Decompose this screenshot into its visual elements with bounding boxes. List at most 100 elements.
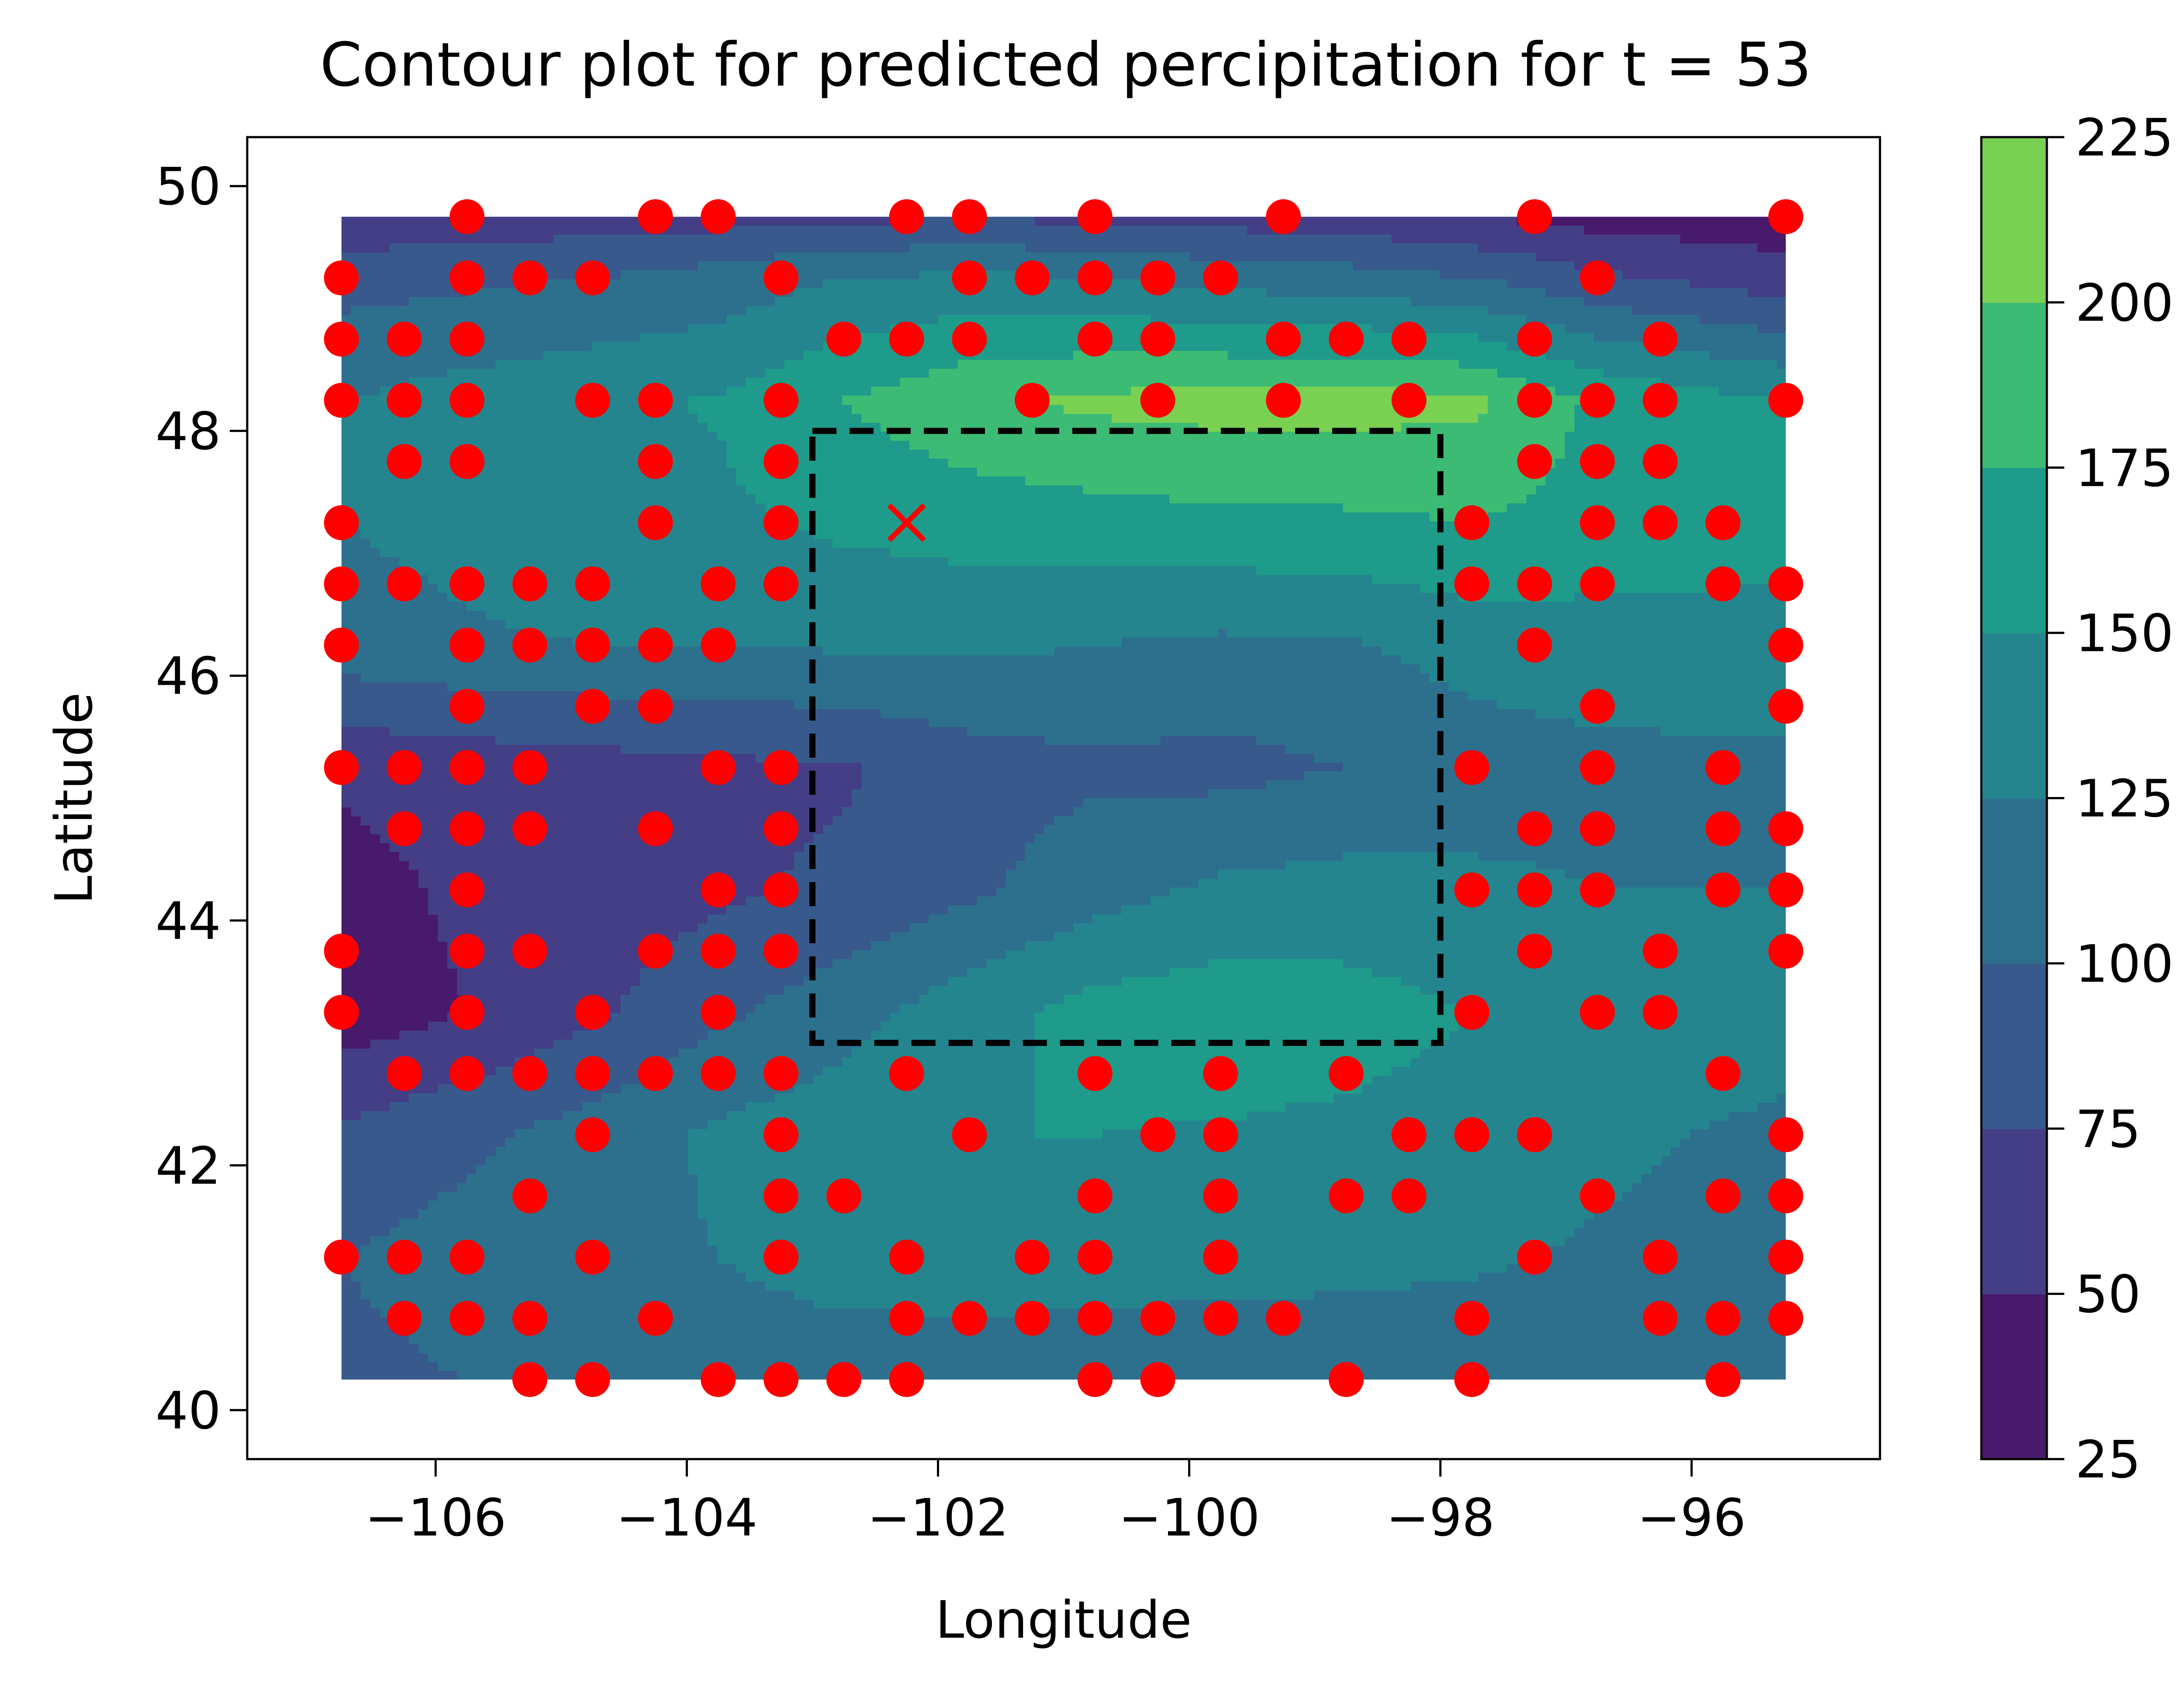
colorbar-tick-label: 75 bbox=[2075, 1099, 2141, 1159]
x-axis-ticks: −106 −104 −102 −100 −98 −96 bbox=[365, 1459, 1746, 1548]
station-point bbox=[764, 872, 799, 908]
station-point bbox=[1642, 505, 1678, 540]
x-tick-label: −96 bbox=[1637, 1487, 1746, 1548]
station-point bbox=[575, 1056, 610, 1091]
station-point bbox=[324, 260, 359, 296]
contour-band-125-150 bbox=[341, 270, 1786, 1318]
station-point bbox=[1077, 260, 1113, 296]
target-marker bbox=[887, 503, 926, 542]
station-point bbox=[1642, 1301, 1678, 1336]
station-point bbox=[1517, 811, 1552, 846]
station-point bbox=[449, 933, 485, 969]
station-point bbox=[387, 566, 422, 602]
station-point bbox=[1266, 199, 1301, 235]
station-point bbox=[449, 628, 485, 663]
colorbar-tick-label: 225 bbox=[2075, 107, 2174, 168]
station-point bbox=[1454, 994, 1489, 1030]
station-point bbox=[1140, 260, 1175, 296]
station-point bbox=[1517, 933, 1552, 969]
station-point bbox=[764, 566, 799, 602]
station-point bbox=[764, 444, 799, 479]
station-point bbox=[449, 383, 485, 418]
x-tick-label: −100 bbox=[1118, 1487, 1260, 1548]
station-point bbox=[512, 811, 547, 846]
colorbar: 25 50 75 100 125 150 175 200 225 bbox=[1980, 107, 2174, 1490]
station-point bbox=[387, 1301, 422, 1336]
station-point bbox=[764, 505, 799, 540]
station-point bbox=[1642, 994, 1678, 1030]
station-point bbox=[889, 321, 924, 357]
station-point bbox=[1328, 1178, 1364, 1214]
station-point bbox=[1580, 811, 1615, 846]
station-point bbox=[1768, 566, 1804, 602]
station-point bbox=[575, 566, 610, 602]
station-point bbox=[1454, 1301, 1489, 1336]
station-point bbox=[1140, 1117, 1175, 1153]
station-point bbox=[764, 933, 799, 969]
station-point bbox=[449, 994, 485, 1030]
station-point bbox=[1266, 383, 1301, 418]
station-point bbox=[1077, 1362, 1113, 1397]
station-point bbox=[1517, 1117, 1552, 1153]
station-point bbox=[575, 260, 610, 296]
colorbar-tick-label: 175 bbox=[2075, 438, 2174, 498]
station-point bbox=[1642, 444, 1678, 479]
x-tick-label: −98 bbox=[1386, 1487, 1495, 1548]
station-point bbox=[387, 811, 422, 846]
station-point bbox=[1517, 566, 1552, 602]
station-point bbox=[1517, 872, 1552, 908]
station-point bbox=[512, 1362, 547, 1397]
station-point bbox=[1203, 1178, 1238, 1214]
station-point bbox=[1077, 199, 1113, 235]
station-point bbox=[764, 260, 799, 296]
y-tick-label: 44 bbox=[156, 891, 221, 951]
station-point bbox=[1768, 199, 1804, 235]
station-point bbox=[1768, 1117, 1804, 1153]
station-point bbox=[701, 933, 736, 969]
station-point bbox=[575, 1117, 610, 1153]
colorbar-band bbox=[1981, 633, 2047, 799]
station-point bbox=[387, 444, 422, 479]
station-point bbox=[449, 444, 485, 479]
station-point bbox=[638, 199, 673, 235]
region-box bbox=[809, 428, 1444, 1046]
x-tick-label: −104 bbox=[616, 1487, 757, 1548]
station-point bbox=[449, 1239, 485, 1275]
station-point bbox=[1517, 383, 1552, 418]
chart-title: Contour plot for predicted percipitation… bbox=[320, 30, 1811, 100]
station-point bbox=[1642, 933, 1678, 969]
station-point bbox=[575, 994, 610, 1030]
station-point bbox=[1391, 383, 1427, 418]
station-point bbox=[1580, 444, 1615, 479]
station-point bbox=[764, 383, 799, 418]
station-point bbox=[1705, 1362, 1741, 1397]
station-point bbox=[1705, 505, 1741, 540]
station-point bbox=[1642, 383, 1678, 418]
station-point bbox=[512, 1301, 547, 1336]
station-point bbox=[764, 1178, 799, 1214]
station-point bbox=[889, 1301, 924, 1336]
station-point bbox=[449, 872, 485, 908]
station-point bbox=[324, 383, 359, 418]
station-point bbox=[1580, 1178, 1615, 1214]
colorbar-bands bbox=[1981, 137, 2047, 1460]
colorbar-band bbox=[1981, 798, 2047, 964]
station-point bbox=[638, 689, 673, 724]
station-point bbox=[764, 1056, 799, 1091]
station-point bbox=[638, 1301, 673, 1336]
station-point bbox=[638, 933, 673, 969]
colorbar-tick-label: 100 bbox=[2075, 934, 2174, 994]
station-point bbox=[1580, 689, 1615, 724]
station-point bbox=[324, 994, 359, 1030]
station-point bbox=[952, 199, 987, 235]
station-point bbox=[449, 689, 485, 724]
station-point bbox=[701, 1362, 736, 1397]
colorbar-tick-label: 50 bbox=[2075, 1264, 2141, 1325]
station-point bbox=[764, 750, 799, 785]
station-point bbox=[826, 321, 861, 357]
station-point bbox=[1015, 260, 1050, 296]
station-point bbox=[701, 199, 736, 235]
station-point bbox=[1454, 566, 1489, 602]
station-point bbox=[1454, 872, 1489, 908]
station-point bbox=[1328, 1056, 1364, 1091]
